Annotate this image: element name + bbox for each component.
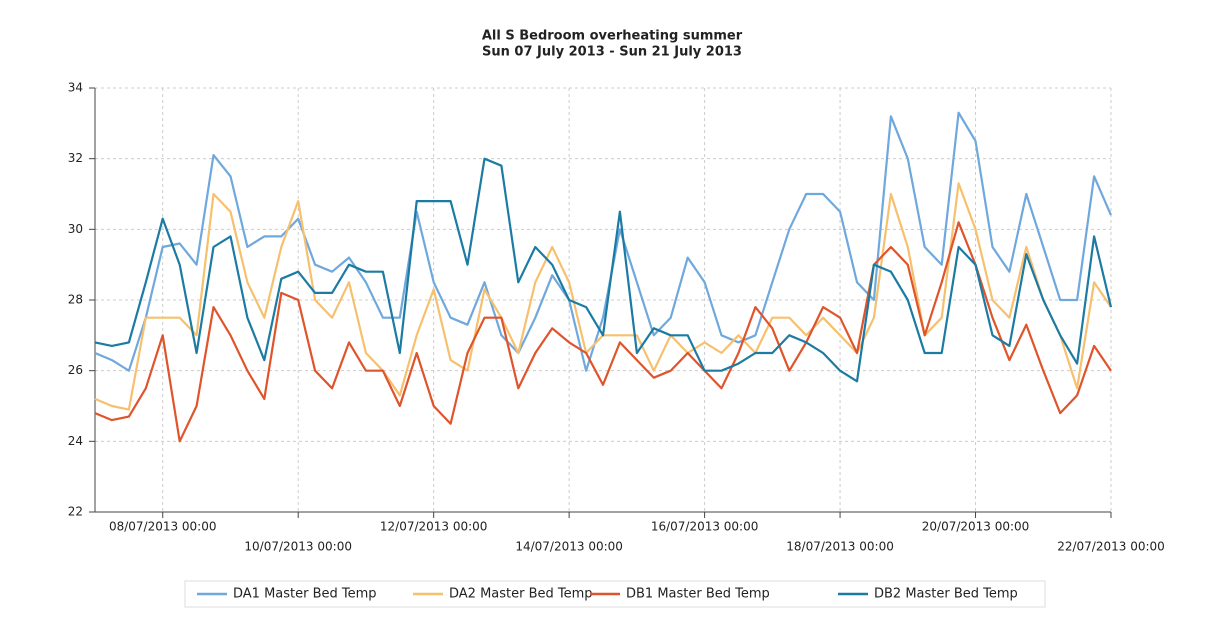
- x-tick-label: 12/07/2013 00:00: [380, 520, 488, 534]
- series-line: [94, 221, 1112, 443]
- series-line: [94, 111, 1113, 372]
- y-tick-label: 34: [68, 81, 83, 95]
- legend-text: DB1 Master Bed Temp: [626, 587, 770, 602]
- x-tick-label: 10/07/2013 00:00: [244, 540, 352, 554]
- chart-subtitle: Sun 07 July 2013 - Sun 21 July 2013: [482, 45, 742, 60]
- y-tick-label: 24: [68, 434, 83, 448]
- x-tick-label: 22/07/2013 00:00: [1057, 540, 1165, 554]
- legend-text: DA2 Master Bed Temp: [449, 587, 593, 602]
- y-tick-label: 30: [68, 222, 83, 236]
- chart-title: All S Bedroom overheating summer: [482, 29, 743, 44]
- legend-text: DA1 Master Bed Temp: [233, 587, 377, 602]
- y-tick-label: 28: [68, 293, 83, 307]
- x-tick-label: 14/07/2013 00:00: [515, 540, 623, 554]
- y-tick-label: 26: [68, 363, 83, 377]
- legend-text: DB2 Master Bed Temp: [874, 587, 1018, 602]
- x-tick-label: 16/07/2013 00:00: [651, 520, 759, 534]
- y-tick-label: 32: [68, 151, 83, 165]
- x-tick-label: 18/07/2013 00:00: [786, 540, 894, 554]
- x-tick-label: 08/07/2013 00:00: [109, 520, 217, 534]
- series-line: [94, 182, 1112, 411]
- x-tick-label: 20/07/2013 00:00: [922, 520, 1030, 534]
- series-line: [94, 157, 1113, 383]
- y-tick-label: 22: [68, 505, 83, 519]
